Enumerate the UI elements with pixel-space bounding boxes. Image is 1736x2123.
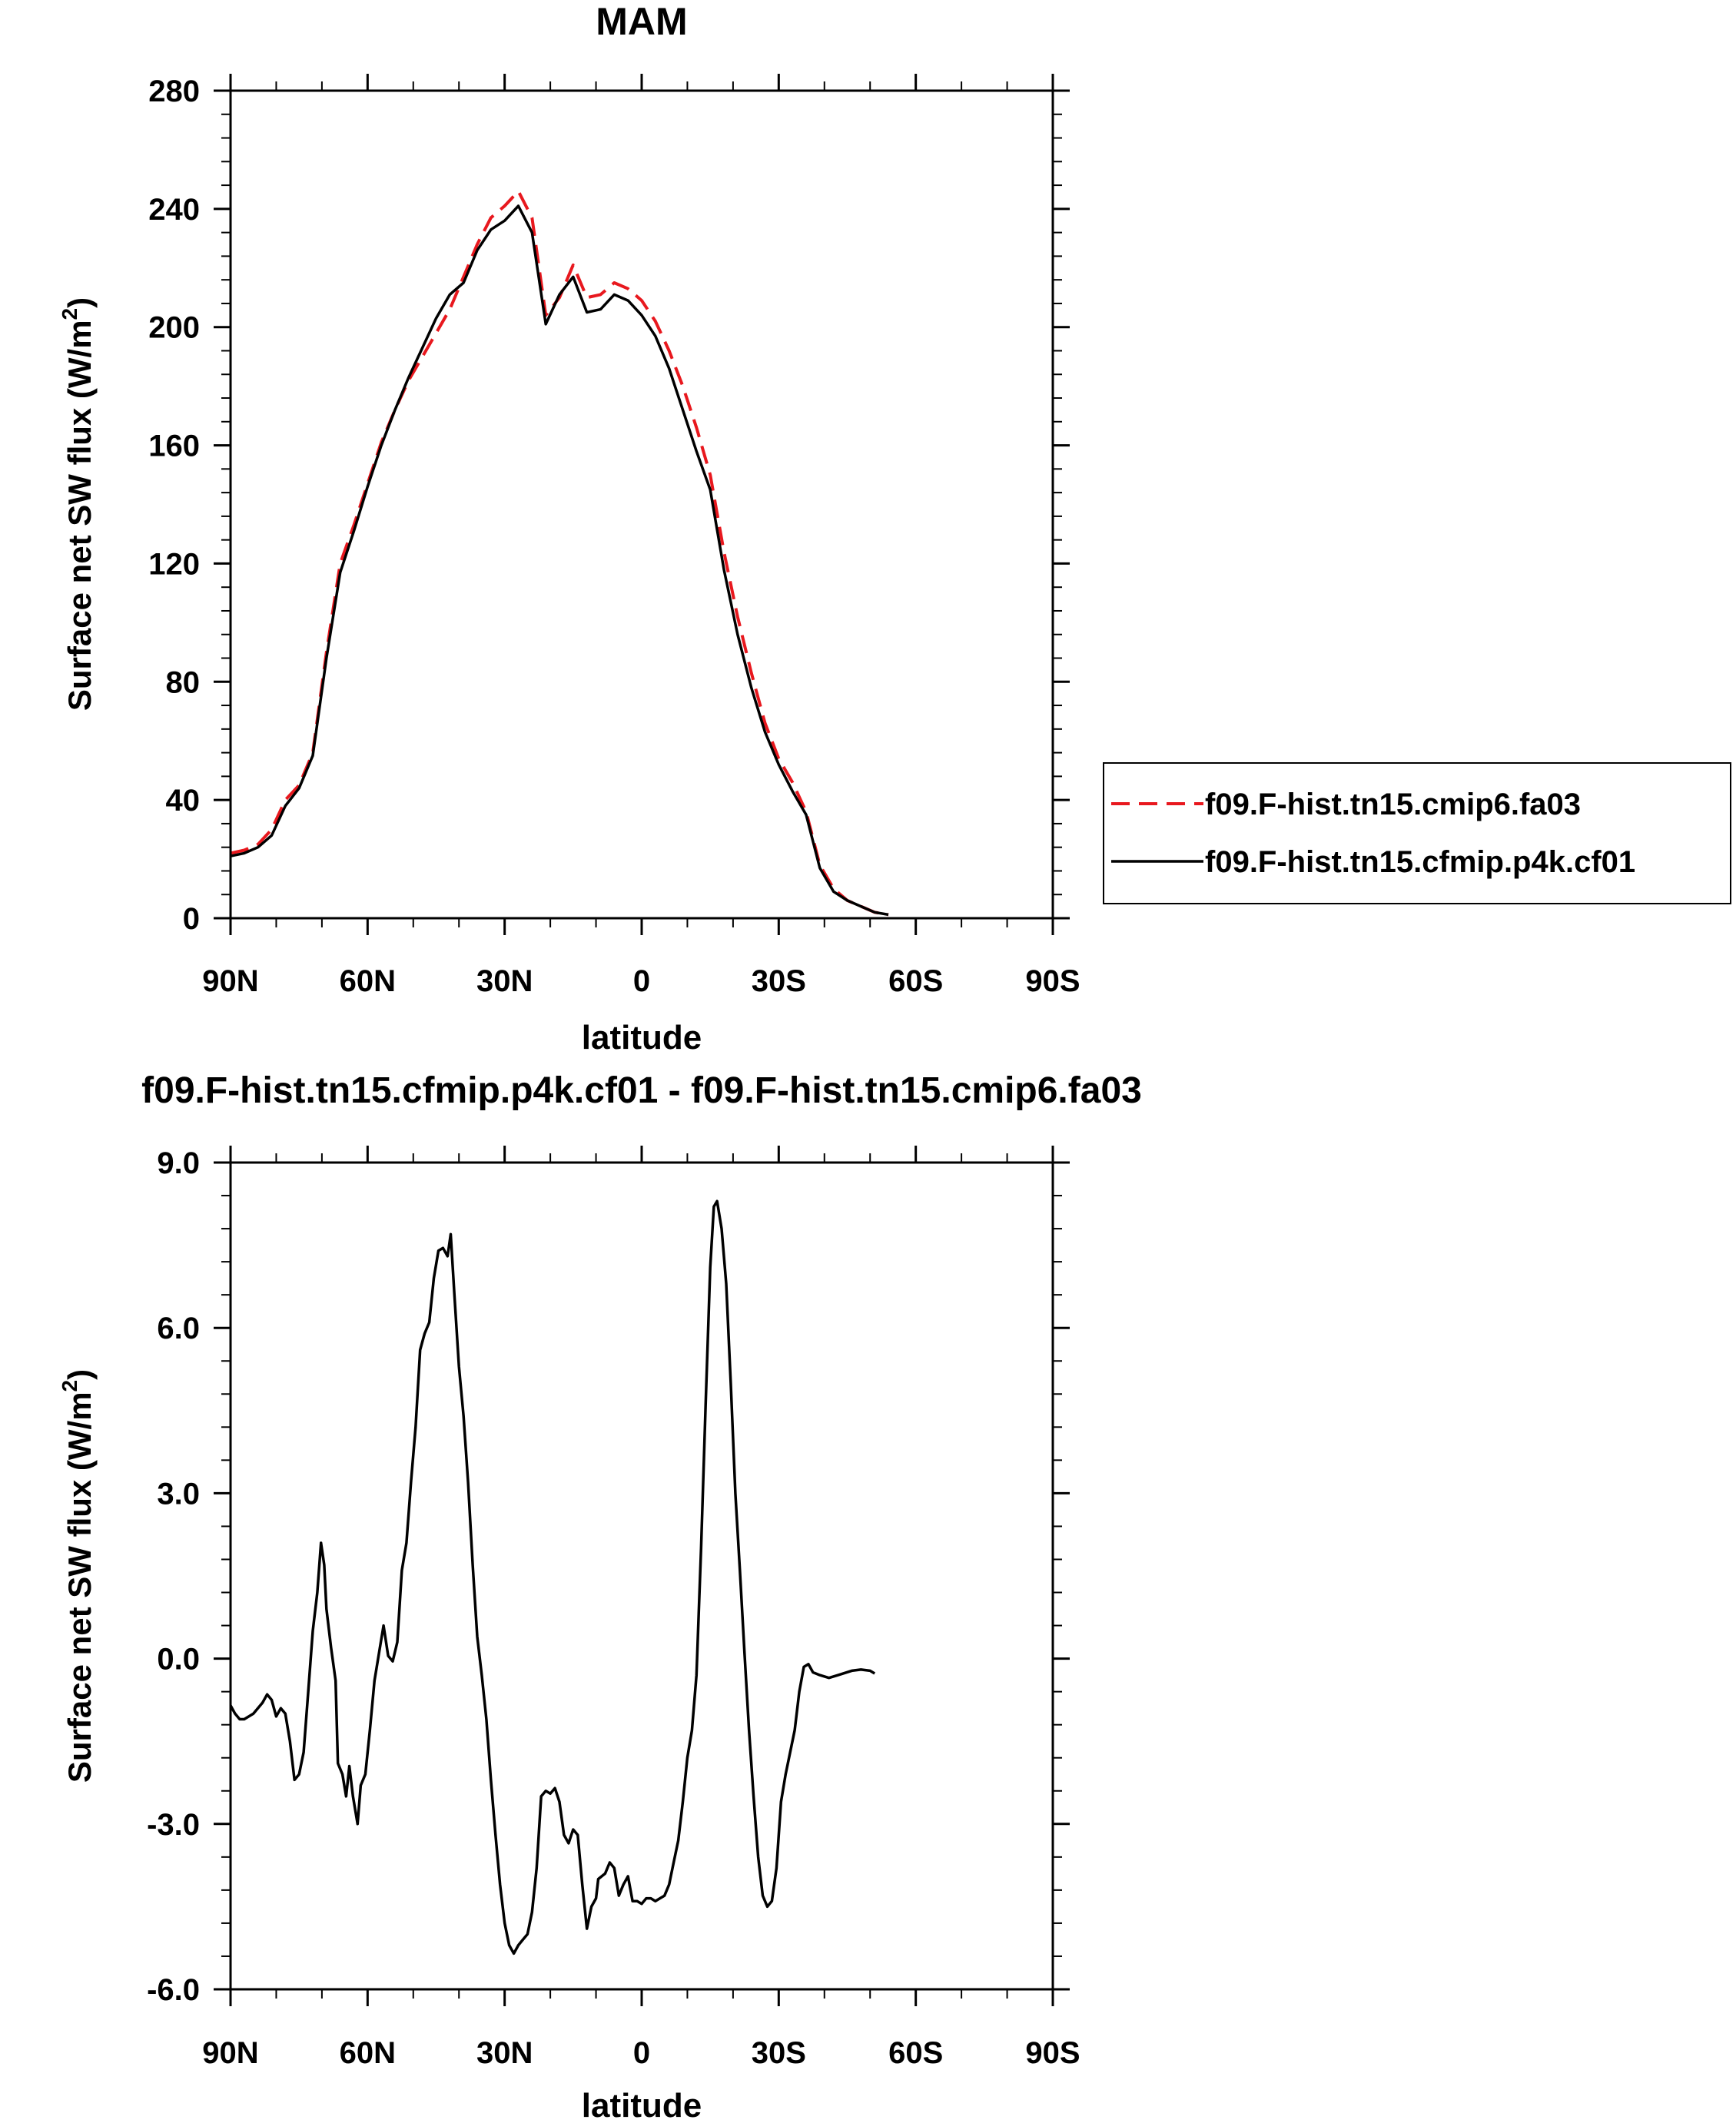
top-y-axis-label-sup: 2 — [58, 308, 81, 320]
top-y-axis-label-main: Surface net SW flux (W/m — [61, 320, 98, 711]
bottom-y-axis-label-end: ) — [61, 1369, 98, 1380]
legend-box — [1103, 762, 1731, 904]
top-plot-area — [230, 189, 889, 917]
series-line-test-top — [230, 204, 889, 917]
bottom-x-tick-labels: 90N 60N 30N 0 30S 60S 90S — [202, 2036, 1080, 2070]
x-tick-label: 90N — [202, 2036, 258, 2070]
x-tick-label: 0 — [633, 2036, 650, 2070]
legend-label-cntl: f09.F-hist.tn15.cmip6.fa03 — [1205, 788, 1581, 821]
top-x-axis-label: latitude — [582, 1019, 702, 1057]
top-title: MAM — [596, 0, 687, 43]
y-tick-label: 0 — [183, 902, 200, 936]
top-plot-frame — [229, 89, 1054, 920]
y-tick-label: -6.0 — [147, 1973, 200, 2007]
x-tick-label: 30S — [752, 964, 806, 998]
bottom-plot-frame — [229, 1161, 1054, 1991]
top-y-axis-label: Surface net SW flux (W/m2) — [58, 297, 98, 711]
top-tickmarks — [214, 74, 1070, 935]
y-tick-label: 240 — [148, 193, 200, 227]
x-tick-label: 60S — [888, 2036, 943, 2070]
bottom-title: f09.F-hist.tn15.cfmip.p4k.cf01 - f09.F-h… — [141, 1070, 1142, 1111]
x-tick-label: 90N — [202, 964, 258, 998]
series-line-cntl-top — [230, 189, 889, 917]
x-tick-label: 30S — [752, 2036, 806, 2070]
y-tick-label: 6.0 — [157, 1312, 200, 1345]
x-tick-label: 60N — [340, 964, 396, 998]
x-tick-label: 60N — [340, 2036, 396, 2070]
bottom-plot-area — [229, 1199, 876, 1955]
y-tick-label: 120 — [148, 547, 200, 581]
top-panel: MAM 90N 60N 30N 0 30S 60S 90S 0 40 80 120 160 200 24… — [58, 0, 1731, 1057]
x-tick-label: 0 — [633, 964, 650, 998]
y-tick-label: 40 — [166, 784, 201, 818]
bottom-y-axis-label-sup: 2 — [58, 1380, 81, 1392]
y-tick-label: 160 — [148, 430, 200, 463]
top-y-tick-labels: 0 40 80 120 160 200 240 280 — [148, 75, 200, 936]
series-line-test-bot — [229, 1199, 876, 1955]
bottom-x-axis-label: latitude — [582, 2087, 702, 2123]
bottom-tickmarks — [214, 1146, 1070, 2006]
x-tick-label: 30N — [476, 2036, 533, 2070]
top-x-tick-labels: 90N 60N 30N 0 30S 60S 90S — [202, 964, 1080, 998]
x-tick-label: 30N — [476, 964, 533, 998]
legend: f09.F-hist.tn15.cmip6.fa03 f09.F-hist.tn… — [1103, 762, 1731, 904]
x-tick-label: 60S — [888, 964, 943, 998]
y-tick-label: 3.0 — [157, 1477, 200, 1511]
bottom-y-tick-labels: -6.0 -3.0 0.0 3.0 6.0 9.0 — [147, 1146, 200, 2007]
y-tick-label: 200 — [148, 311, 200, 345]
y-tick-label: 9.0 — [157, 1146, 200, 1180]
bottom-panel: f09.F-hist.tn15.cfmip.p4k.cf01 - f09.F-h… — [58, 1070, 1142, 2123]
x-tick-label: 90S — [1025, 964, 1080, 998]
y-tick-label: 0.0 — [157, 1643, 200, 1677]
legend-label-test: f09.F-hist.tn15.cfmip.p4k.cf01 — [1205, 845, 1635, 879]
y-tick-label: 80 — [166, 665, 201, 699]
y-tick-label: -3.0 — [147, 1808, 200, 1842]
top-y-axis-label-end: ) — [61, 297, 98, 308]
y-tick-label: 280 — [148, 75, 200, 108]
bottom-y-axis-label-main: Surface net SW flux (W/m — [61, 1392, 98, 1783]
x-tick-label: 90S — [1025, 2036, 1080, 2070]
bottom-y-axis-label: Surface net SW flux (W/m2) — [58, 1369, 98, 1783]
